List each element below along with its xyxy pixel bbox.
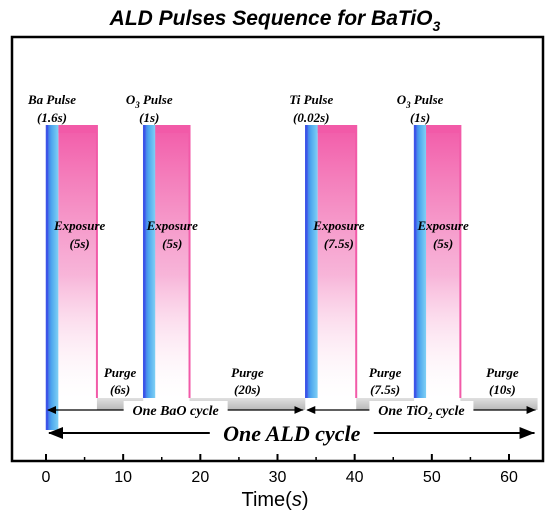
chart-title-main: ALD Pulses Sequence for BaTiO	[109, 7, 433, 30]
purge-duration-1: (6s)	[110, 382, 130, 397]
pulse-duration-2: (1s)	[139, 110, 159, 125]
x-axis-label-close: )	[302, 489, 309, 511]
x-tick-label-10: 10	[114, 469, 132, 486]
x-axis-label-main: Time(	[241, 489, 292, 511]
purge-duration-3: (7.5s)	[370, 382, 400, 397]
pulse-label-4: O3 Pulse	[397, 92, 444, 110]
exposure-top-2	[151, 125, 190, 133]
exposure-bar-2	[151, 125, 190, 398]
x-axis: 0 10 20 30 40 50 60	[42, 454, 518, 486]
tio2-cycle-label: One TiO2 cycle	[378, 404, 464, 421]
exposure-bar-3	[318, 125, 357, 398]
purge-label-4: Purge	[486, 365, 519, 380]
purge-label-3: Purge	[369, 365, 402, 380]
x-tick-label-20: 20	[191, 469, 209, 486]
purge-duration-2: (20s)	[234, 382, 261, 397]
exposure-duration-4: (5s)	[433, 236, 453, 251]
pulse-label-2: O3 Pulse	[126, 92, 173, 110]
exposure-bar-4	[422, 125, 461, 398]
pulse-label-3: Ti Pulse	[289, 92, 333, 107]
pulse-label-1: Ba Pulse	[27, 92, 76, 107]
exposure-duration-2: (5s)	[162, 236, 182, 251]
exposure-label-4: Exposure	[416, 218, 469, 233]
exposure-top-4	[422, 125, 461, 133]
ald-cycle-label: One ALD cycle	[223, 421, 360, 446]
x-tick-label-40: 40	[346, 469, 364, 486]
x-tick-label-0: 0	[42, 469, 51, 486]
pulse-duration-3: (0.02s)	[293, 110, 329, 125]
exposure-top-1	[58, 125, 97, 133]
chart-title: ALD Pulses Sequence for BaTiO3	[109, 7, 441, 34]
purge-duration-4: (10s)	[489, 382, 516, 397]
purge-label-1: Purge	[104, 365, 137, 380]
x-axis-label: Time(s)	[241, 489, 308, 511]
pulse-duration-4: (1s)	[410, 110, 430, 125]
bao-cycle-label: One BaO cycle	[132, 404, 218, 419]
pulse-duration-1: (1.6s)	[37, 110, 67, 125]
exposure-top-3	[318, 125, 357, 133]
chart-title-subscript: 3	[433, 18, 441, 34]
exposure-label-1: Exposure	[53, 218, 106, 233]
exposure-label-2: Exposure	[146, 218, 199, 233]
exposure-duration-3: (7.5s)	[324, 236, 354, 251]
x-tick-label-30: 30	[269, 469, 287, 486]
x-tick-label-50: 50	[423, 469, 441, 486]
exposure-bar-1	[58, 125, 97, 398]
x-axis-label-unit: s	[292, 489, 302, 511]
exposure-label-3: Exposure	[312, 218, 365, 233]
x-tick-label-60: 60	[500, 469, 518, 486]
exposure-duration-1: (5s)	[70, 236, 90, 251]
purge-label-2: Purge	[231, 365, 264, 380]
